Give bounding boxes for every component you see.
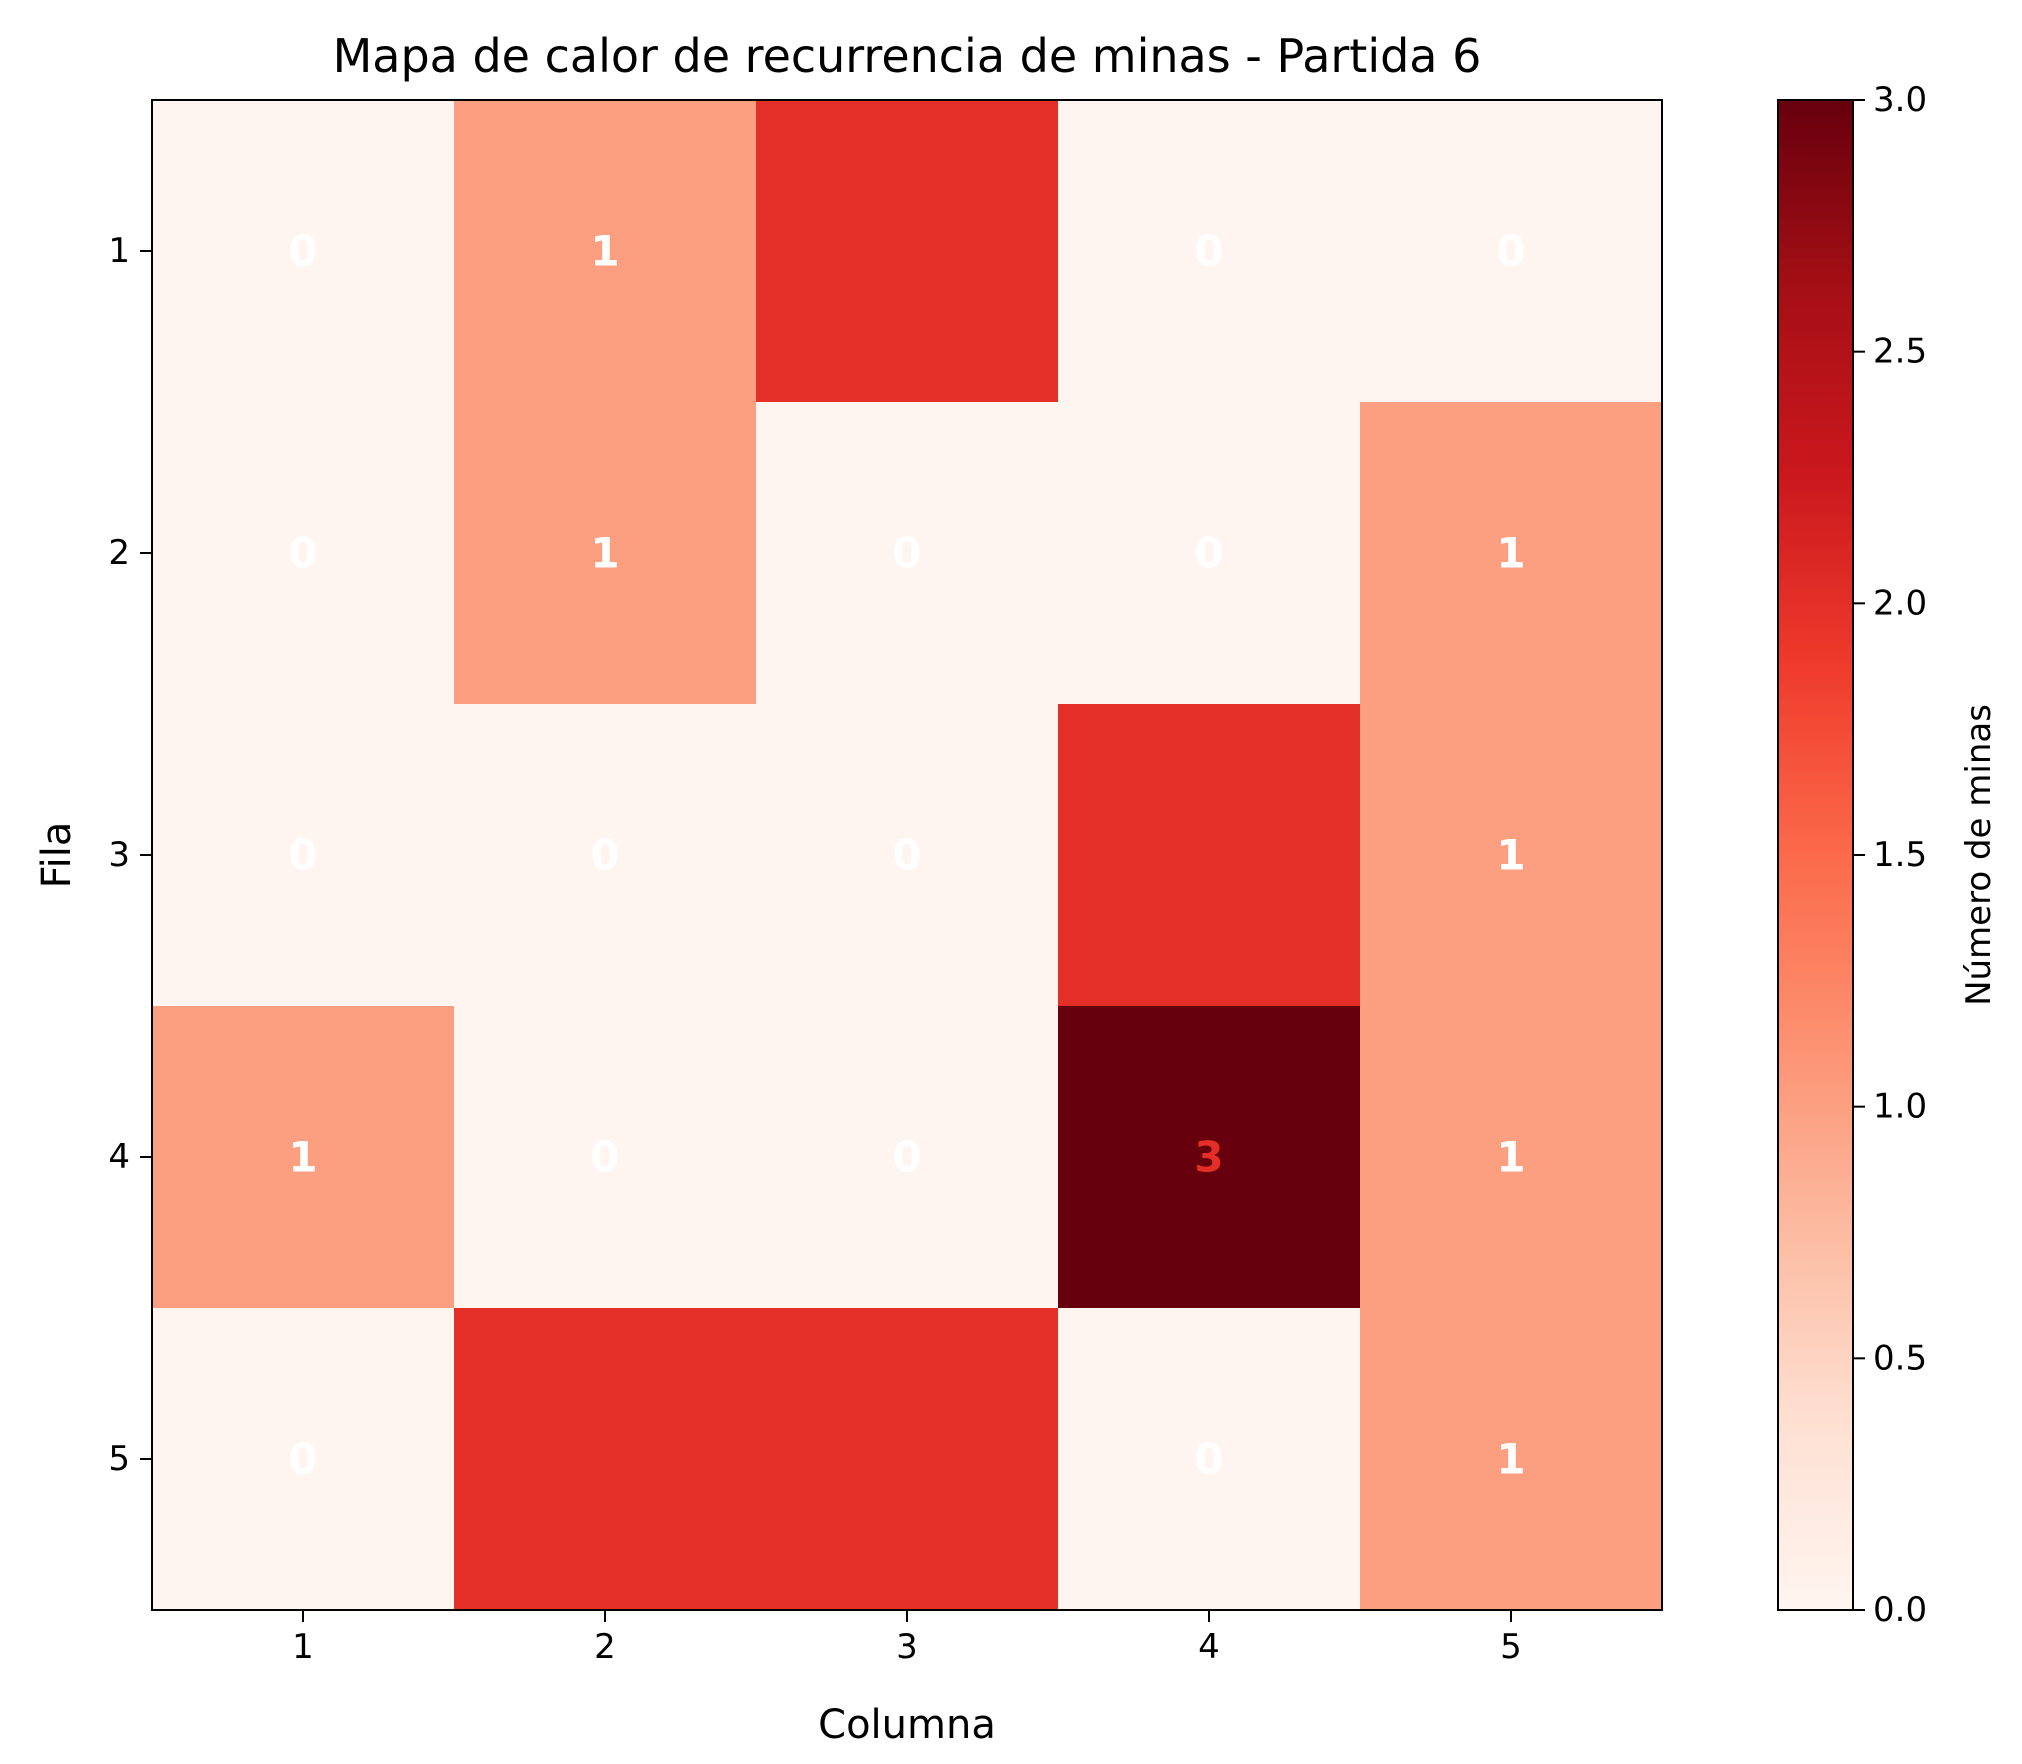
heatmap-cell [152, 402, 455, 705]
heatmap-cell [1360, 704, 1663, 1007]
cell-value-label: 0 [892, 529, 921, 578]
heatmap-cell [1360, 402, 1663, 705]
cell-value-label: 1 [1496, 831, 1525, 880]
y-axis-ticks: 1 2 3 4 5 [108, 231, 152, 1479]
cell-value-label: 1 [1496, 529, 1525, 578]
y-tick-label: 4 [108, 1137, 130, 1177]
heatmap-cell [756, 1308, 1059, 1611]
cell-value-label: 0 [590, 1133, 619, 1182]
cell-value-label: 0 [1194, 227, 1223, 276]
heatmap-cell [1360, 1308, 1663, 1611]
cell-value-label: 0 [1194, 529, 1223, 578]
colorbar-tick-label: 1.0 [1873, 1087, 1927, 1127]
heatmap-cell [1058, 1006, 1361, 1309]
chart-title: Mapa de calor de recurrencia de minas - … [333, 29, 1482, 83]
heatmap-cell [454, 402, 757, 705]
cell-value-label: 0 [288, 1435, 317, 1484]
cell-value-label: 0 [288, 227, 317, 276]
heatmap-cell [152, 704, 455, 1007]
cell-value-label: 0 [590, 831, 619, 880]
heatmap-cell [756, 100, 1059, 403]
colorbar-tick-label: 2.5 [1873, 332, 1927, 372]
cell-value-label: 0 [288, 831, 317, 880]
cell-value-label: 1 [288, 1133, 317, 1182]
cell-value-label: 1 [1496, 1435, 1525, 1484]
heatmap-cell [756, 402, 1059, 705]
heatmap-cell [454, 704, 757, 1007]
colorbar-tick-label: 0.0 [1873, 1590, 1927, 1630]
cell-value-labels: 0 1 2 0 0 0 1 0 0 1 0 0 0 2 1 1 0 0 3 1 0 2 2 0 1 [288, 227, 1525, 1484]
colorbar-tick-label: 2.0 [1873, 583, 1927, 623]
heatmap-cell [1058, 402, 1361, 705]
colorbar-ticks: 0.0 0.5 1.0 1.5 2.0 2.5 3.0 [1853, 80, 1927, 1630]
x-tick-label: 1 [292, 1627, 314, 1667]
cell-value-label: 0 [892, 1133, 921, 1182]
colorbar [1777, 99, 1854, 1611]
heatmap-cell [1360, 100, 1663, 403]
x-axis-label: Columna [818, 1702, 996, 1748]
y-tick-label: 2 [108, 533, 130, 573]
heatmap-cell [454, 1308, 757, 1611]
heatmap-cell [454, 100, 757, 403]
cell-value-label: 2 [892, 227, 921, 276]
heatmap-cell [1058, 704, 1361, 1007]
heatmap-cell [152, 100, 455, 403]
heatmap-cell [152, 1308, 455, 1611]
y-tick-label: 3 [108, 835, 130, 875]
y-tick-label: 5 [108, 1439, 130, 1479]
heatmap-cell [1058, 1308, 1361, 1611]
cell-value-label: 0 [892, 831, 921, 880]
cell-value-label: 2 [590, 1435, 619, 1484]
cell-value-label: 0 [1496, 227, 1525, 276]
colorbar-tick-label: 1.5 [1873, 835, 1927, 875]
y-tick-label: 1 [108, 231, 130, 271]
heatmap-cell [1058, 100, 1361, 403]
colorbar-tick-label: 0.5 [1873, 1338, 1927, 1378]
x-axis-ticks: 1 2 3 4 5 [292, 1610, 1522, 1667]
heatmap-cells [152, 100, 1663, 1611]
heatmap-cell [152, 1006, 455, 1309]
cell-value-label: 2 [1194, 831, 1223, 880]
cell-value-label: 1 [590, 529, 619, 578]
x-tick-label: 3 [896, 1627, 918, 1667]
x-tick-label: 4 [1198, 1627, 1220, 1667]
cell-value-label: 0 [1194, 1435, 1223, 1484]
cell-value-label: 0 [288, 529, 317, 578]
y-axis-label: Fila [34, 822, 80, 889]
cell-value-label: 1 [1496, 1133, 1525, 1182]
heatmap-cell [756, 704, 1059, 1007]
cell-value-label: 3 [1194, 1133, 1223, 1182]
heatmap-cell [756, 1006, 1059, 1309]
heatmap-cell [1360, 1006, 1663, 1309]
colorbar-tick-label: 3.0 [1873, 80, 1927, 120]
colorbar-label: Número de minas [1959, 704, 1999, 1006]
x-tick-label: 2 [594, 1627, 616, 1667]
heatmap-cell [454, 1006, 757, 1309]
cell-value-label: 1 [590, 227, 619, 276]
x-tick-label: 5 [1500, 1627, 1522, 1667]
cell-value-label: 2 [892, 1435, 921, 1484]
